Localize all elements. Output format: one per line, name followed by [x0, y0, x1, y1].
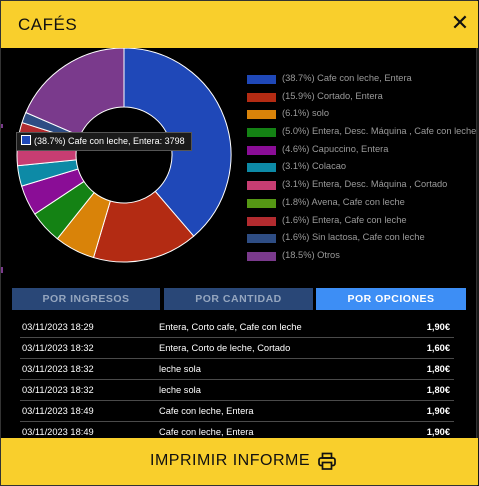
legend-item[interactable]: (1.6%) Sin lactosa, Cafe con leche: [245, 230, 477, 248]
legend-swatch: [247, 181, 276, 191]
order-options: Entera, Corto cafe, Cafe con leche: [159, 322, 302, 332]
order-date: 03/11/2023 18:29: [22, 322, 94, 332]
legend-item[interactable]: (6.1%) solo: [245, 106, 477, 124]
order-price: 1,90€: [426, 406, 450, 416]
report-tabs: POR INGRESOS POR CANTIDAD POR OPCIONES: [12, 288, 466, 310]
legend-label: (38.7%) Cafe con leche, Entera: [282, 73, 412, 83]
tab-por-opciones[interactable]: POR OPCIONES: [316, 288, 466, 310]
legend-label: (6.1%) solo: [282, 108, 330, 119]
order-date: 03/11/2023 18:32: [22, 364, 94, 374]
legend-item[interactable]: (5.0%) Entera, Desc. Máquina , Cafe con …: [245, 124, 477, 142]
list-item[interactable]: 03/11/2023 18:29 Entera, Corto cafe, Cafe…: [20, 317, 454, 338]
legend-swatch: [247, 251, 276, 261]
list-item[interactable]: 03/11/2023 18:49 Cafe con leche, Entera 1,…: [20, 401, 454, 422]
order-price: 1,80€: [426, 364, 450, 374]
printer-icon: [318, 452, 336, 470]
legend-item[interactable]: (4.6%) Capuccino, Entera: [245, 142, 477, 160]
pie-slice[interactable]: [25, 48, 125, 137]
order-date: 03/11/2023 18:49: [22, 427, 94, 437]
legend-label: (1.6%) Entera, Cafe con leche: [282, 214, 407, 225]
order-price: 1,80€: [426, 385, 450, 395]
chart-legend: (38.7%) Cafe con leche, Entera (15.9%) Co…: [245, 71, 477, 266]
list-item[interactable]: 03/11/2023 18:32 Entera, Corto de leche, …: [20, 338, 454, 359]
legend-swatch: [247, 198, 276, 208]
modal-title: CAFÉS: [18, 15, 78, 34]
donut-chart: [1, 48, 232, 273]
legend-item[interactable]: (3.1%) Colacao: [245, 159, 477, 177]
legend-swatch: [247, 128, 276, 138]
order-date: 03/11/2023 18:32: [22, 343, 94, 353]
order-price: 1,60€: [426, 343, 450, 353]
legend-swatch: [247, 145, 276, 155]
legend-item[interactable]: (38.7%) Cafe con leche, Entera: [245, 71, 477, 89]
legend-swatch: [247, 110, 276, 120]
order-options: Cafe con leche, Entera: [159, 427, 254, 437]
legend-swatch: [247, 163, 276, 173]
legend-label: (1.8%) Avena, Cafe con leche: [282, 196, 405, 207]
order-options: leche sola: [159, 364, 201, 374]
legend-label: (15.9%) Cortado, Entera: [282, 90, 383, 101]
legend-label: (1.6%) Sin lactosa, Cafe con leche: [282, 232, 425, 243]
legend-item[interactable]: (1.8%) Avena, Cafe con leche: [245, 195, 477, 213]
legend-label: (3.1%) Entera, Desc. Máquina , Cortado: [282, 179, 448, 190]
order-price: 1,90€: [426, 322, 450, 332]
order-options: leche sola: [159, 385, 201, 395]
legend-item[interactable]: (15.9%) Cortado, Entera: [245, 89, 477, 107]
legend-swatch: [247, 92, 276, 102]
tooltip-text: (38.7%) Cafe con leche, Entera: 3798: [34, 136, 185, 146]
print-report-button[interactable]: IMPRIMIR INFORME: [1, 438, 478, 485]
list-item[interactable]: 03/11/2023 18:32 leche sola 1,80€: [20, 380, 454, 401]
legend-label: (5.0%) Entera, Desc. Máquina , Cafe con …: [282, 126, 477, 137]
legend-item[interactable]: (3.1%) Entera, Desc. Máquina , Cortado: [245, 177, 477, 195]
close-icon[interactable]: ✕: [450, 10, 470, 35]
legend-swatch: [247, 234, 276, 244]
tab-por-cantidad[interactable]: POR CANTIDAD: [164, 288, 313, 310]
chart-edge-mark: [1, 267, 3, 273]
legend-label: (3.1%) Colacao: [282, 161, 347, 172]
legend-swatch: [247, 75, 276, 84]
order-date: 03/11/2023 18:49: [22, 406, 94, 416]
orders-list: 03/11/2023 18:29 Entera, Corto cafe, Cafe…: [20, 317, 454, 443]
legend-item[interactable]: (1.6%) Entera, Cafe con leche: [245, 213, 477, 231]
legend-label: (4.6%) Capuccino, Entera: [282, 143, 389, 154]
chart-edge-mark: [1, 124, 3, 128]
legend-swatch: [247, 216, 276, 226]
list-item[interactable]: 03/11/2023 18:32 leche sola 1,80€: [20, 359, 454, 380]
tab-por-ingresos[interactable]: POR INGRESOS: [12, 288, 160, 310]
order-options: Cafe con leche, Entera: [159, 406, 254, 416]
tooltip-swatch: [21, 135, 31, 145]
order-options: Entera, Corto de leche, Cortado: [159, 343, 291, 353]
order-price: 1,90€: [426, 427, 450, 437]
legend-label: (18.5%) Otros: [282, 249, 340, 260]
order-date: 03/11/2023 18:32: [22, 385, 94, 395]
modal-header: CAFÉS ✕: [1, 1, 478, 48]
print-report-label: IMPRIMIR INFORME: [150, 452, 310, 469]
legend-item[interactable]: (18.5%) Otros: [245, 248, 477, 266]
chart-tooltip: (38.7%) Cafe con leche, Entera: 3798: [16, 132, 192, 151]
